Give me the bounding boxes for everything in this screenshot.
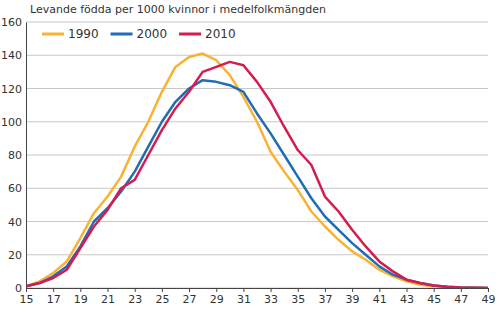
grid (26, 22, 488, 288)
legend-label: 2000 (137, 27, 168, 41)
grid-line (26, 22, 488, 23)
x-tick-label: 27 (183, 293, 197, 306)
x-tick-mark (461, 288, 462, 292)
x-tick: 39 (346, 288, 360, 306)
x-tick-label: 49 (482, 293, 496, 306)
x-tick: 23 (128, 288, 142, 306)
x-tick-mark (53, 288, 54, 292)
x-tick-label: 29 (210, 293, 224, 306)
y-tick-label: 140 (1, 49, 22, 62)
legend-item: 2000 (111, 27, 168, 41)
x-tick: 21 (101, 288, 115, 306)
x-tick-mark (80, 288, 81, 292)
x-tick-mark (352, 288, 353, 292)
y-tick-label: 120 (1, 83, 22, 96)
y-tick: 120 (1, 83, 26, 96)
x-tick-mark (243, 288, 244, 292)
x-tick: 17 (47, 288, 61, 306)
x-tick: 25 (155, 288, 169, 306)
y-tick: 40 (8, 216, 26, 229)
grid-line (26, 254, 488, 255)
series-line (26, 54, 488, 288)
y-tick: 100 (1, 116, 26, 129)
x-tick-mark (406, 288, 407, 292)
y-tick-label: 40 (8, 216, 22, 229)
x-tick-label: 33 (264, 293, 278, 306)
legend: 1990 2000 2010 (42, 27, 236, 41)
x-tick: 37 (318, 288, 332, 306)
x-tick: 47 (454, 288, 468, 306)
x-tick-label: 21 (101, 293, 115, 306)
chart: Levande födda per 1000 kvinnor i medelfo… (0, 0, 499, 312)
x-axis: 151719212325272931333537394143454749 (20, 288, 496, 306)
lines (26, 54, 488, 288)
x-tick: 45 (427, 288, 441, 306)
series-line (26, 80, 488, 288)
x-tick-label: 23 (128, 293, 142, 306)
x-tick-label: 41 (373, 293, 387, 306)
x-tick: 35 (291, 288, 305, 306)
legend-swatch (179, 33, 201, 36)
x-tick-mark (298, 288, 299, 292)
title: Levande födda per 1000 kvinnor i medelfo… (30, 3, 326, 16)
x-tick-mark (271, 288, 272, 292)
grid-line (26, 155, 488, 156)
x-tick: 31 (237, 288, 251, 306)
x-tick-mark (325, 288, 326, 292)
x-tick: 41 (373, 288, 387, 306)
x-tick-label: 39 (346, 293, 360, 306)
y-tick-label: 0 (15, 282, 22, 295)
x-tick: 27 (183, 288, 197, 306)
x-tick-label: 37 (318, 293, 332, 306)
series-line (26, 62, 488, 288)
legend-label: 1990 (68, 27, 99, 41)
legend-item: 2010 (179, 27, 236, 41)
x-tick-label: 31 (237, 293, 251, 306)
x-tick: 43 (400, 288, 414, 306)
x-tick: 19 (74, 288, 88, 306)
x-tick-mark (189, 288, 190, 292)
y-tick-label: 160 (1, 16, 22, 29)
x-tick: 29 (210, 288, 224, 306)
x-tick-mark (488, 288, 489, 292)
grid-line (26, 88, 488, 89)
y-tick-label: 60 (8, 182, 22, 195)
x-tick-mark (162, 288, 163, 292)
grid-line (26, 288, 488, 289)
x-tick-mark (108, 288, 109, 292)
legend-swatch (111, 33, 133, 36)
x-tick-mark (434, 288, 435, 292)
x-tick-label: 45 (427, 293, 441, 306)
legend-label: 2010 (205, 27, 236, 41)
y-axis: 0 20 40 60 80 100 120 140 160 (1, 16, 27, 295)
legend-swatch (42, 33, 64, 36)
y-tick: 60 (8, 182, 26, 195)
x-tick-label: 43 (400, 293, 414, 306)
grid-line (26, 188, 488, 189)
y-tick-label: 20 (8, 249, 22, 262)
x-tick: 33 (264, 288, 278, 306)
x-tick-label: 17 (47, 293, 61, 306)
y-tick: 140 (1, 49, 26, 62)
x-tick-mark (135, 288, 136, 292)
x-tick-label: 35 (291, 293, 305, 306)
x-tick: 49 (482, 288, 496, 306)
x-tick-mark (26, 288, 27, 292)
y-axis-line (26, 23, 27, 289)
y-tick-label: 100 (1, 116, 22, 129)
y-tick-label: 80 (8, 149, 22, 162)
y-tick: 80 (8, 149, 26, 162)
x-axis-line (27, 288, 489, 289)
y-tick: 0 (15, 282, 26, 295)
x-tick-label: 19 (74, 293, 88, 306)
x-tick-label: 25 (155, 293, 169, 306)
x-tick-mark (216, 288, 217, 292)
y-tick: 20 (8, 249, 26, 262)
grid-line (26, 55, 488, 56)
x-tick-mark (379, 288, 380, 292)
legend-item: 1990 (42, 27, 99, 41)
y-tick: 160 (1, 16, 26, 29)
x-tick-label: 47 (454, 293, 468, 306)
